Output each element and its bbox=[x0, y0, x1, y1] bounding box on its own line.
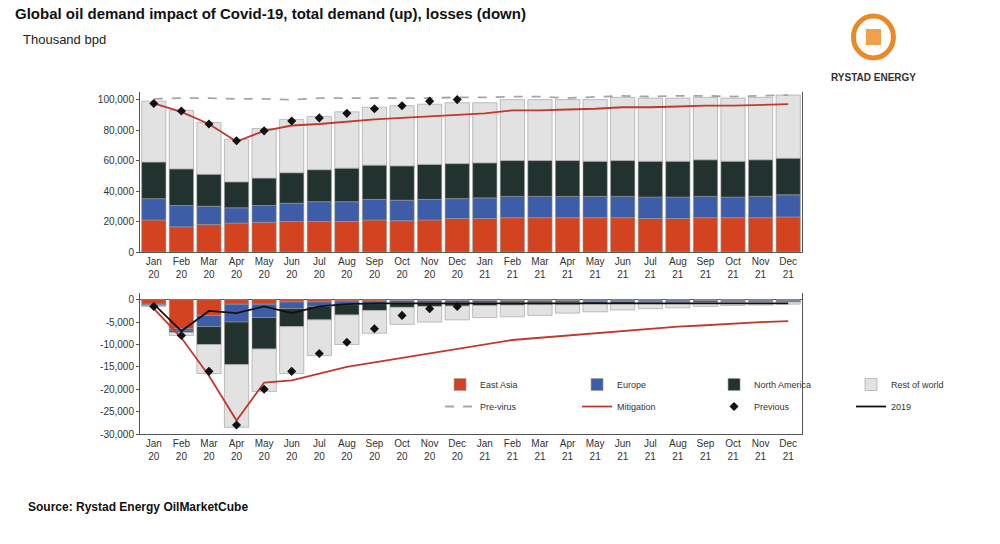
svg-text:40,000: 40,000 bbox=[103, 186, 134, 197]
svg-text:0: 0 bbox=[128, 294, 134, 305]
svg-text:Mar21: Mar21 bbox=[531, 256, 549, 280]
svg-text:Dec21: Dec21 bbox=[779, 256, 797, 280]
svg-text:May20: May20 bbox=[255, 256, 274, 280]
svg-text:Feb20: Feb20 bbox=[173, 438, 191, 462]
svg-text:Jun21: Jun21 bbox=[615, 438, 631, 462]
svg-text:Dec20: Dec20 bbox=[448, 256, 466, 280]
svg-text:Jan21: Jan21 bbox=[477, 438, 493, 462]
svg-text:Jul21: Jul21 bbox=[644, 438, 657, 462]
svg-text:Oct20: Oct20 bbox=[394, 256, 410, 280]
svg-text:Apr20: Apr20 bbox=[229, 256, 245, 280]
svg-text:60,000: 60,000 bbox=[103, 155, 134, 166]
svg-text:RYSTAD ENERGY: RYSTAD ENERGY bbox=[831, 72, 916, 83]
svg-text:Aug20: Aug20 bbox=[338, 438, 356, 462]
svg-text:Jan20: Jan20 bbox=[146, 256, 162, 280]
svg-text:Jan21: Jan21 bbox=[477, 256, 493, 280]
svg-text:Thousand bpd: Thousand bpd bbox=[23, 32, 106, 47]
svg-text:Dec20: Dec20 bbox=[448, 438, 466, 462]
svg-text:Sep21: Sep21 bbox=[697, 256, 715, 280]
svg-text:100,000: 100,000 bbox=[98, 94, 135, 105]
svg-text:East Asia: East Asia bbox=[480, 380, 518, 390]
svg-text:Feb21: Feb21 bbox=[504, 256, 522, 280]
svg-text:Sep21: Sep21 bbox=[697, 438, 715, 462]
svg-text:Sep20: Sep20 bbox=[366, 438, 384, 462]
svg-text:Jan20: Jan20 bbox=[146, 438, 162, 462]
svg-text:Nov20: Nov20 bbox=[421, 256, 439, 280]
svg-text:Apr21: Apr21 bbox=[560, 256, 576, 280]
svg-text:Oct20: Oct20 bbox=[394, 438, 410, 462]
svg-text:Oct21: Oct21 bbox=[725, 438, 741, 462]
svg-text:Feb20: Feb20 bbox=[173, 256, 191, 280]
svg-text:Jul21: Jul21 bbox=[644, 256, 657, 280]
svg-text:Source: Rystad Energy OilMarke: Source: Rystad Energy OilMarketCube bbox=[28, 500, 248, 514]
svg-text:Mar20: Mar20 bbox=[200, 438, 218, 462]
svg-text:-20,000: -20,000 bbox=[100, 384, 134, 395]
svg-text:Mar20: Mar20 bbox=[200, 256, 218, 280]
svg-text:-5,000: -5,000 bbox=[106, 317, 135, 328]
svg-text:Aug21: Aug21 bbox=[669, 438, 687, 462]
svg-text:20,000: 20,000 bbox=[103, 216, 134, 227]
svg-text:Dec21: Dec21 bbox=[779, 438, 797, 462]
svg-text:-25,000: -25,000 bbox=[100, 406, 134, 417]
svg-text:Europe: Europe bbox=[617, 380, 646, 390]
svg-text:Jun21: Jun21 bbox=[615, 256, 631, 280]
svg-text:80,000: 80,000 bbox=[103, 125, 134, 136]
svg-text:Previous: Previous bbox=[754, 402, 790, 412]
svg-text:Mar21: Mar21 bbox=[531, 438, 549, 462]
svg-text:Aug21: Aug21 bbox=[669, 256, 687, 280]
svg-text:Pre-virus: Pre-virus bbox=[480, 402, 517, 412]
svg-text:Nov21: Nov21 bbox=[752, 256, 770, 280]
svg-text:Oct21: Oct21 bbox=[725, 256, 741, 280]
svg-text:-15,000: -15,000 bbox=[100, 361, 134, 372]
svg-text:-10,000: -10,000 bbox=[100, 339, 134, 350]
svg-text:-30,000: -30,000 bbox=[100, 429, 134, 440]
svg-text:Jul20: Jul20 bbox=[313, 438, 326, 462]
svg-text:May20: May20 bbox=[255, 438, 274, 462]
svg-text:Global oil demand impact of Co: Global oil demand impact of Covid-19, to… bbox=[15, 5, 526, 22]
svg-text:Sep20: Sep20 bbox=[366, 256, 384, 280]
svg-text:Nov20: Nov20 bbox=[421, 438, 439, 462]
svg-text:North America: North America bbox=[754, 380, 811, 390]
svg-text:Rest of world: Rest of world bbox=[891, 380, 944, 390]
svg-text:Apr21: Apr21 bbox=[560, 438, 576, 462]
svg-text:0: 0 bbox=[128, 247, 134, 258]
svg-text:2019: 2019 bbox=[891, 402, 911, 412]
svg-text:Feb21: Feb21 bbox=[504, 438, 522, 462]
svg-text:Apr20: Apr20 bbox=[229, 438, 245, 462]
svg-text:May21: May21 bbox=[586, 256, 605, 280]
svg-text:Jun20: Jun20 bbox=[284, 438, 300, 462]
svg-text:May21: May21 bbox=[586, 438, 605, 462]
svg-text:Jul20: Jul20 bbox=[313, 256, 326, 280]
svg-text:Aug20: Aug20 bbox=[338, 256, 356, 280]
svg-text:Nov21: Nov21 bbox=[752, 438, 770, 462]
svg-text:Mitigation: Mitigation bbox=[617, 402, 656, 412]
svg-text:Jun20: Jun20 bbox=[284, 256, 300, 280]
